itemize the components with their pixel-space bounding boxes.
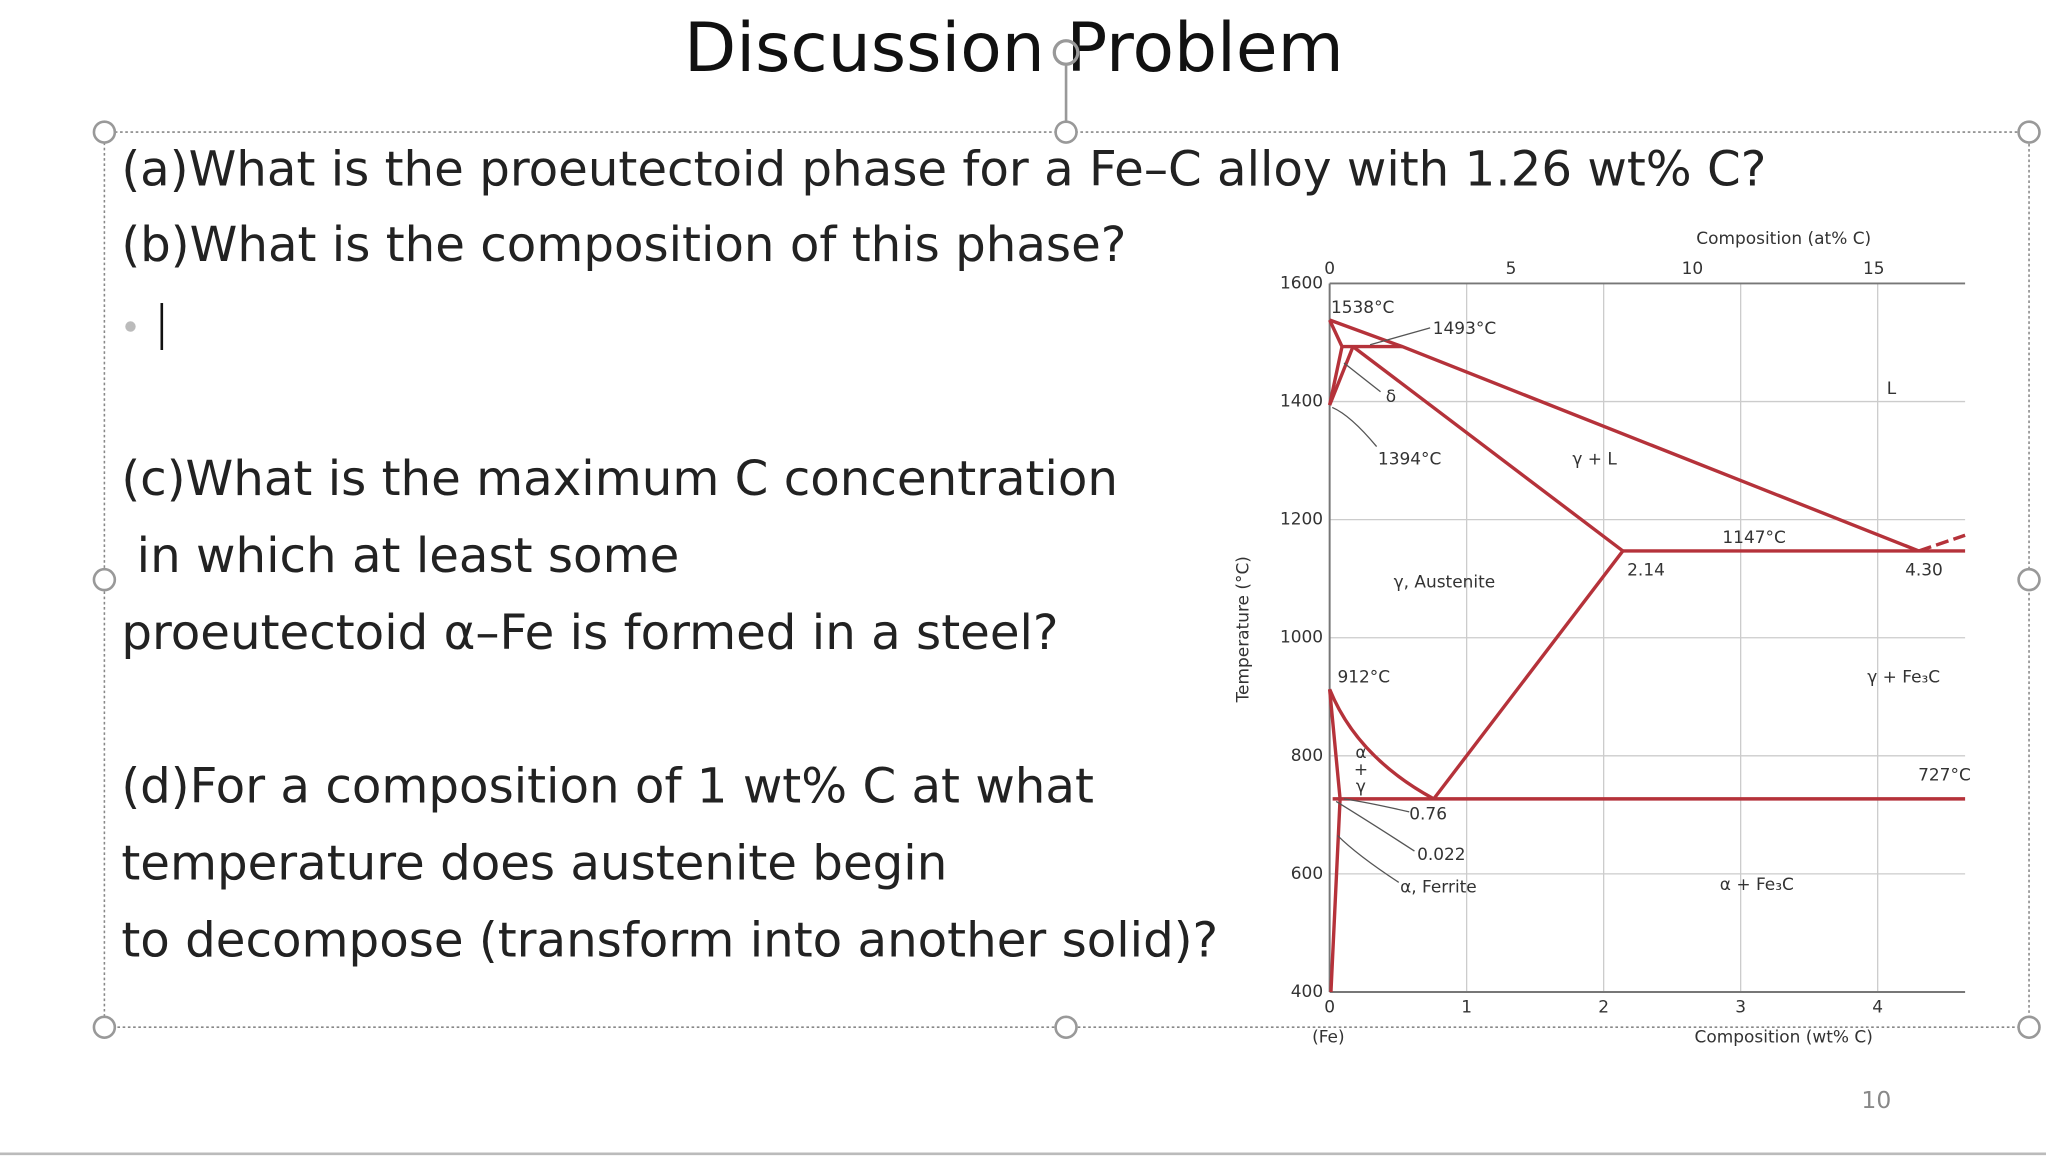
phase-lines bbox=[1327, 318, 1966, 993]
question-line: to decompose (transform into another sol… bbox=[121, 913, 1218, 969]
leader bbox=[1369, 327, 1431, 346]
question-line: (c)What is the maximum C concentration bbox=[121, 451, 1118, 507]
diagram-label: 0.022 bbox=[1417, 844, 1466, 864]
tick-label: 1200 bbox=[1280, 509, 1323, 529]
question-line: (d)For a composition of 1 wt% C at what bbox=[121, 759, 1094, 815]
diagram-label: 4.30 bbox=[1905, 560, 1943, 580]
handle[interactable] bbox=[2017, 1015, 2041, 1039]
diagram-label: 1538°C bbox=[1331, 297, 1394, 317]
tick-label: 1600 bbox=[1280, 272, 1323, 292]
figure-labels: 0 5 10 15 0 1 2 3 4 1600 1400 1200 1000 800 600 400 1538… bbox=[1280, 258, 1971, 1017]
handle[interactable] bbox=[92, 567, 117, 592]
phase-diagram: Composition (at% C) Composition (wt% C) … bbox=[1233, 228, 1971, 1047]
solidus bbox=[1351, 345, 1624, 553]
bullet bbox=[125, 321, 136, 332]
question-line: in which at least some bbox=[121, 528, 679, 584]
diagram-label: 2.14 bbox=[1627, 560, 1665, 580]
tick-label: 4 bbox=[1872, 997, 1883, 1017]
diagram-label: 912°C bbox=[1337, 667, 1390, 687]
diagram-label: γ, Austenite bbox=[1394, 571, 1496, 591]
diagram-label: 1394°C bbox=[1378, 449, 1441, 469]
diagram-label: 1147°C bbox=[1722, 527, 1785, 547]
tick-label: 1 bbox=[1461, 997, 1472, 1017]
delta-gamma bbox=[1328, 345, 1355, 406]
tick-label: 15 bbox=[1863, 258, 1885, 278]
slide-title[interactable]: Discussion Problem bbox=[684, 9, 1344, 88]
tick-label: 1400 bbox=[1280, 391, 1323, 411]
leaders bbox=[1331, 327, 1431, 883]
diagram-label: α + Fe₃C bbox=[1720, 874, 1794, 894]
question-line: (a)What is the proeutectoid phase for a … bbox=[121, 142, 1766, 198]
diagram-label: 0.76 bbox=[1409, 804, 1447, 824]
handle[interactable] bbox=[92, 120, 117, 144]
handle[interactable] bbox=[1054, 120, 1078, 144]
leader bbox=[1343, 362, 1381, 393]
leader bbox=[1331, 406, 1378, 447]
handle[interactable] bbox=[2017, 567, 2041, 592]
resize-handles bbox=[92, 120, 2041, 1039]
slide-number: 10 bbox=[1861, 1086, 1891, 1114]
tick-label: 0 bbox=[1324, 258, 1335, 278]
questions: (a)What is the proeutectoid phase for a … bbox=[121, 142, 1766, 969]
liquidus-ext bbox=[1918, 533, 1966, 553]
diagram-label: γ bbox=[1356, 776, 1366, 796]
tick-label: 1000 bbox=[1280, 627, 1323, 647]
question-line: temperature does austenite begin bbox=[121, 836, 947, 892]
axis-title: Composition (wt% C) bbox=[1695, 1027, 1873, 1047]
diagram-label: α, Ferrite bbox=[1400, 877, 1477, 897]
diagram-label: γ + L bbox=[1572, 449, 1617, 469]
diagram-label: L bbox=[1887, 378, 1897, 398]
tick-label: 2 bbox=[1598, 997, 1609, 1017]
acm-line bbox=[1432, 549, 1625, 800]
tick-label: 5 bbox=[1506, 258, 1517, 278]
leader bbox=[1343, 798, 1410, 813]
diagram-label: α bbox=[1355, 742, 1366, 762]
axis-label: (Fe) bbox=[1312, 1027, 1344, 1047]
leader bbox=[1337, 834, 1400, 883]
axis-title: Temperature (°C) bbox=[1233, 556, 1253, 703]
tick-label: 0 bbox=[1324, 997, 1335, 1017]
diagram-label: + bbox=[1354, 759, 1368, 779]
tick-label: 800 bbox=[1291, 745, 1323, 765]
rotate-handle[interactable] bbox=[1052, 39, 1080, 66]
tick-label: 400 bbox=[1291, 981, 1323, 1001]
tick-label: 600 bbox=[1291, 863, 1323, 883]
grid bbox=[1329, 283, 1966, 992]
diagram-label: 727°C bbox=[1918, 764, 1971, 784]
ferrite-solvus bbox=[1327, 689, 1342, 993]
tick-label: 3 bbox=[1735, 997, 1746, 1017]
diagram-label: 1493°C bbox=[1433, 318, 1496, 338]
diagram-label: γ + Fe₃C bbox=[1867, 667, 1940, 687]
leader bbox=[1335, 800, 1415, 852]
question-line: proeutectoid α–Fe is formed in a steel? bbox=[121, 605, 1058, 661]
diagram-label: δ bbox=[1386, 386, 1396, 406]
axis-title: Composition (at% C) bbox=[1696, 228, 1871, 248]
tick-label: 10 bbox=[1682, 258, 1704, 278]
handle[interactable] bbox=[2017, 120, 2041, 144]
handle[interactable] bbox=[1054, 1015, 1078, 1039]
handle[interactable] bbox=[92, 1015, 117, 1039]
question-line: (b)What is the composition of this phase… bbox=[121, 217, 1126, 273]
a3-line bbox=[1328, 688, 1435, 801]
